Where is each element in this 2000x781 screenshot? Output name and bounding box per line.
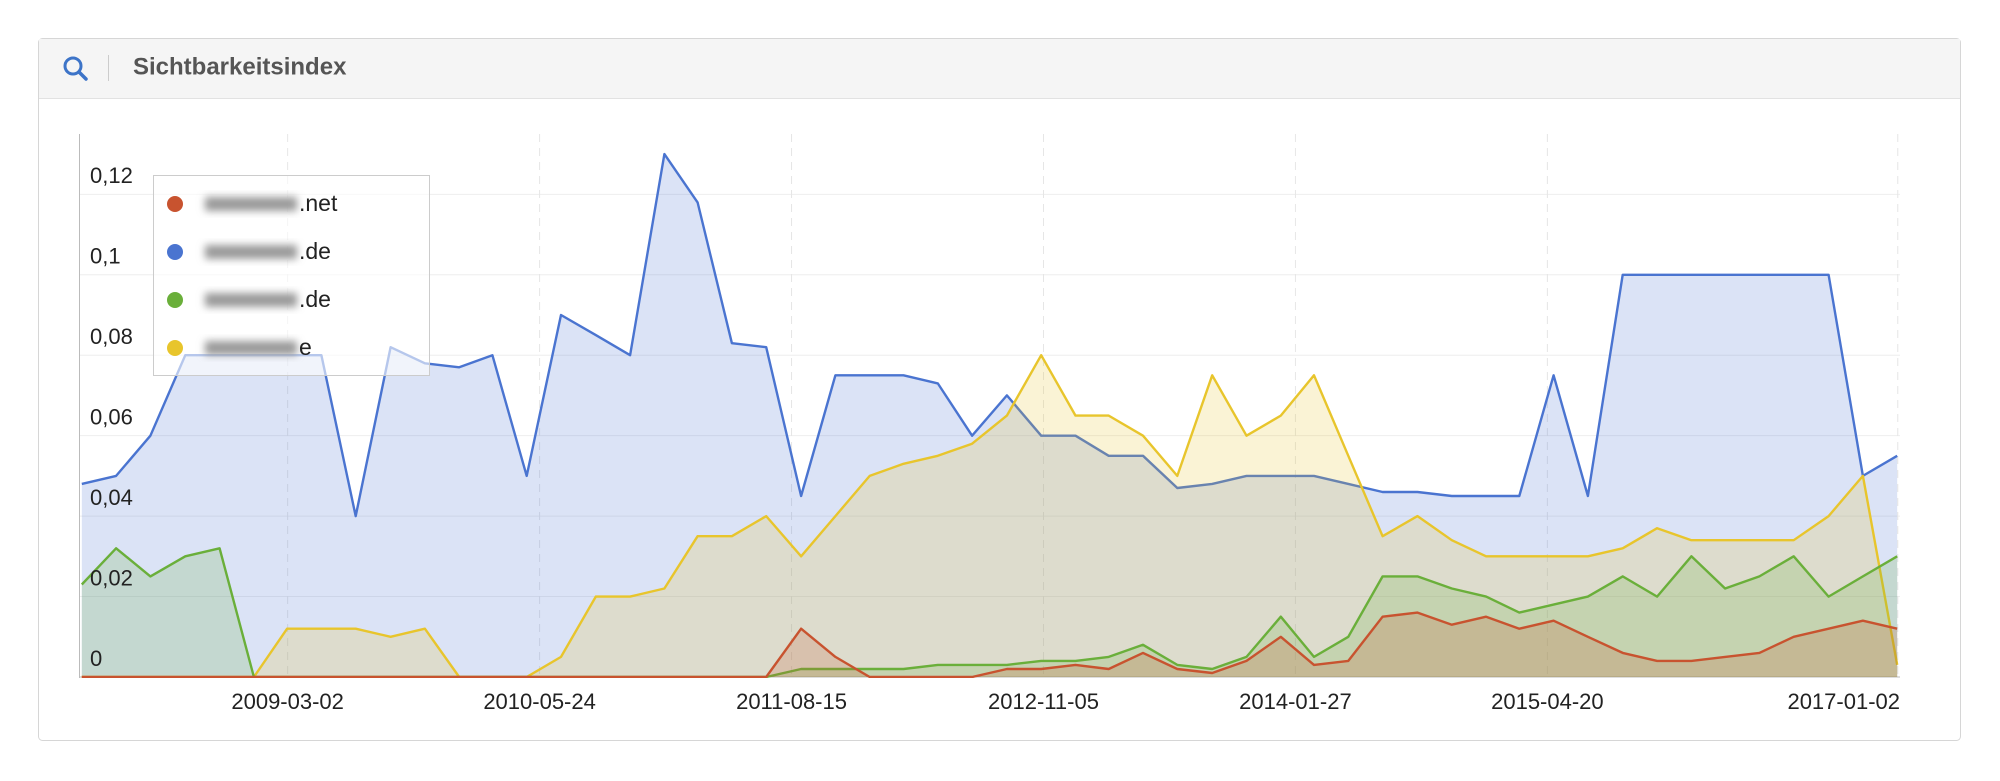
legend-marker[interactable]	[167, 196, 183, 212]
x-tick-label: 2015-04-20	[1491, 689, 1604, 714]
panel-title: Sichtbarkeitsindex	[133, 53, 347, 80]
legend-redaction	[205, 197, 297, 211]
y-tick-label: 0,1	[90, 244, 121, 269]
x-tick-label: 2012-11-05	[988, 689, 1099, 714]
axis-labels: 0 0,02 0,04 0,06 0,08 0,1 0,12 2009-03-02 2010-0…	[90, 163, 1900, 714]
x-tick-label: 2011-08-15	[736, 689, 847, 714]
legend-marker[interactable]	[167, 340, 183, 356]
search-icon-handle	[77, 70, 88, 81]
legend-label[interactable]: .de	[299, 238, 331, 264]
y-tick-label: 0,06	[90, 404, 133, 429]
legend-redaction	[205, 341, 297, 355]
y-tick-label: 0	[90, 646, 102, 671]
legend-marker[interactable]	[167, 244, 183, 260]
series-area	[81, 548, 1898, 677]
legend: .net .de .de e	[153, 175, 430, 376]
y-tick-label: 0,08	[90, 324, 133, 349]
legend-marker[interactable]	[167, 292, 183, 308]
series-line	[81, 354, 1899, 678]
plot-area	[80, 152, 1899, 678]
series-area	[81, 612, 1898, 677]
x-tick-label: 2017-01-02	[1787, 689, 1900, 714]
legend-label[interactable]: .net	[299, 190, 338, 216]
panel-header	[39, 39, 1960, 98]
y-tick-label: 0,04	[90, 485, 133, 510]
legend-redaction	[205, 293, 297, 307]
search-icon[interactable]	[63, 56, 88, 81]
legend-redaction	[205, 245, 297, 259]
search-icon-circle	[63, 56, 83, 76]
panel	[38, 38, 1961, 741]
series-area	[81, 355, 1898, 677]
x-tick-label: 2010-05-24	[483, 689, 596, 714]
x-tick-label: 2014-01-27	[1239, 689, 1352, 714]
legend-label[interactable]: e	[299, 334, 312, 360]
series-line	[81, 611, 1898, 678]
y-tick-label: 0,02	[90, 565, 133, 590]
series-area	[81, 154, 1898, 678]
y-tick-label: 0,12	[90, 163, 133, 188]
legend-label[interactable]: .de	[299, 286, 331, 312]
x-tick-label: 2009-03-02	[231, 689, 344, 714]
